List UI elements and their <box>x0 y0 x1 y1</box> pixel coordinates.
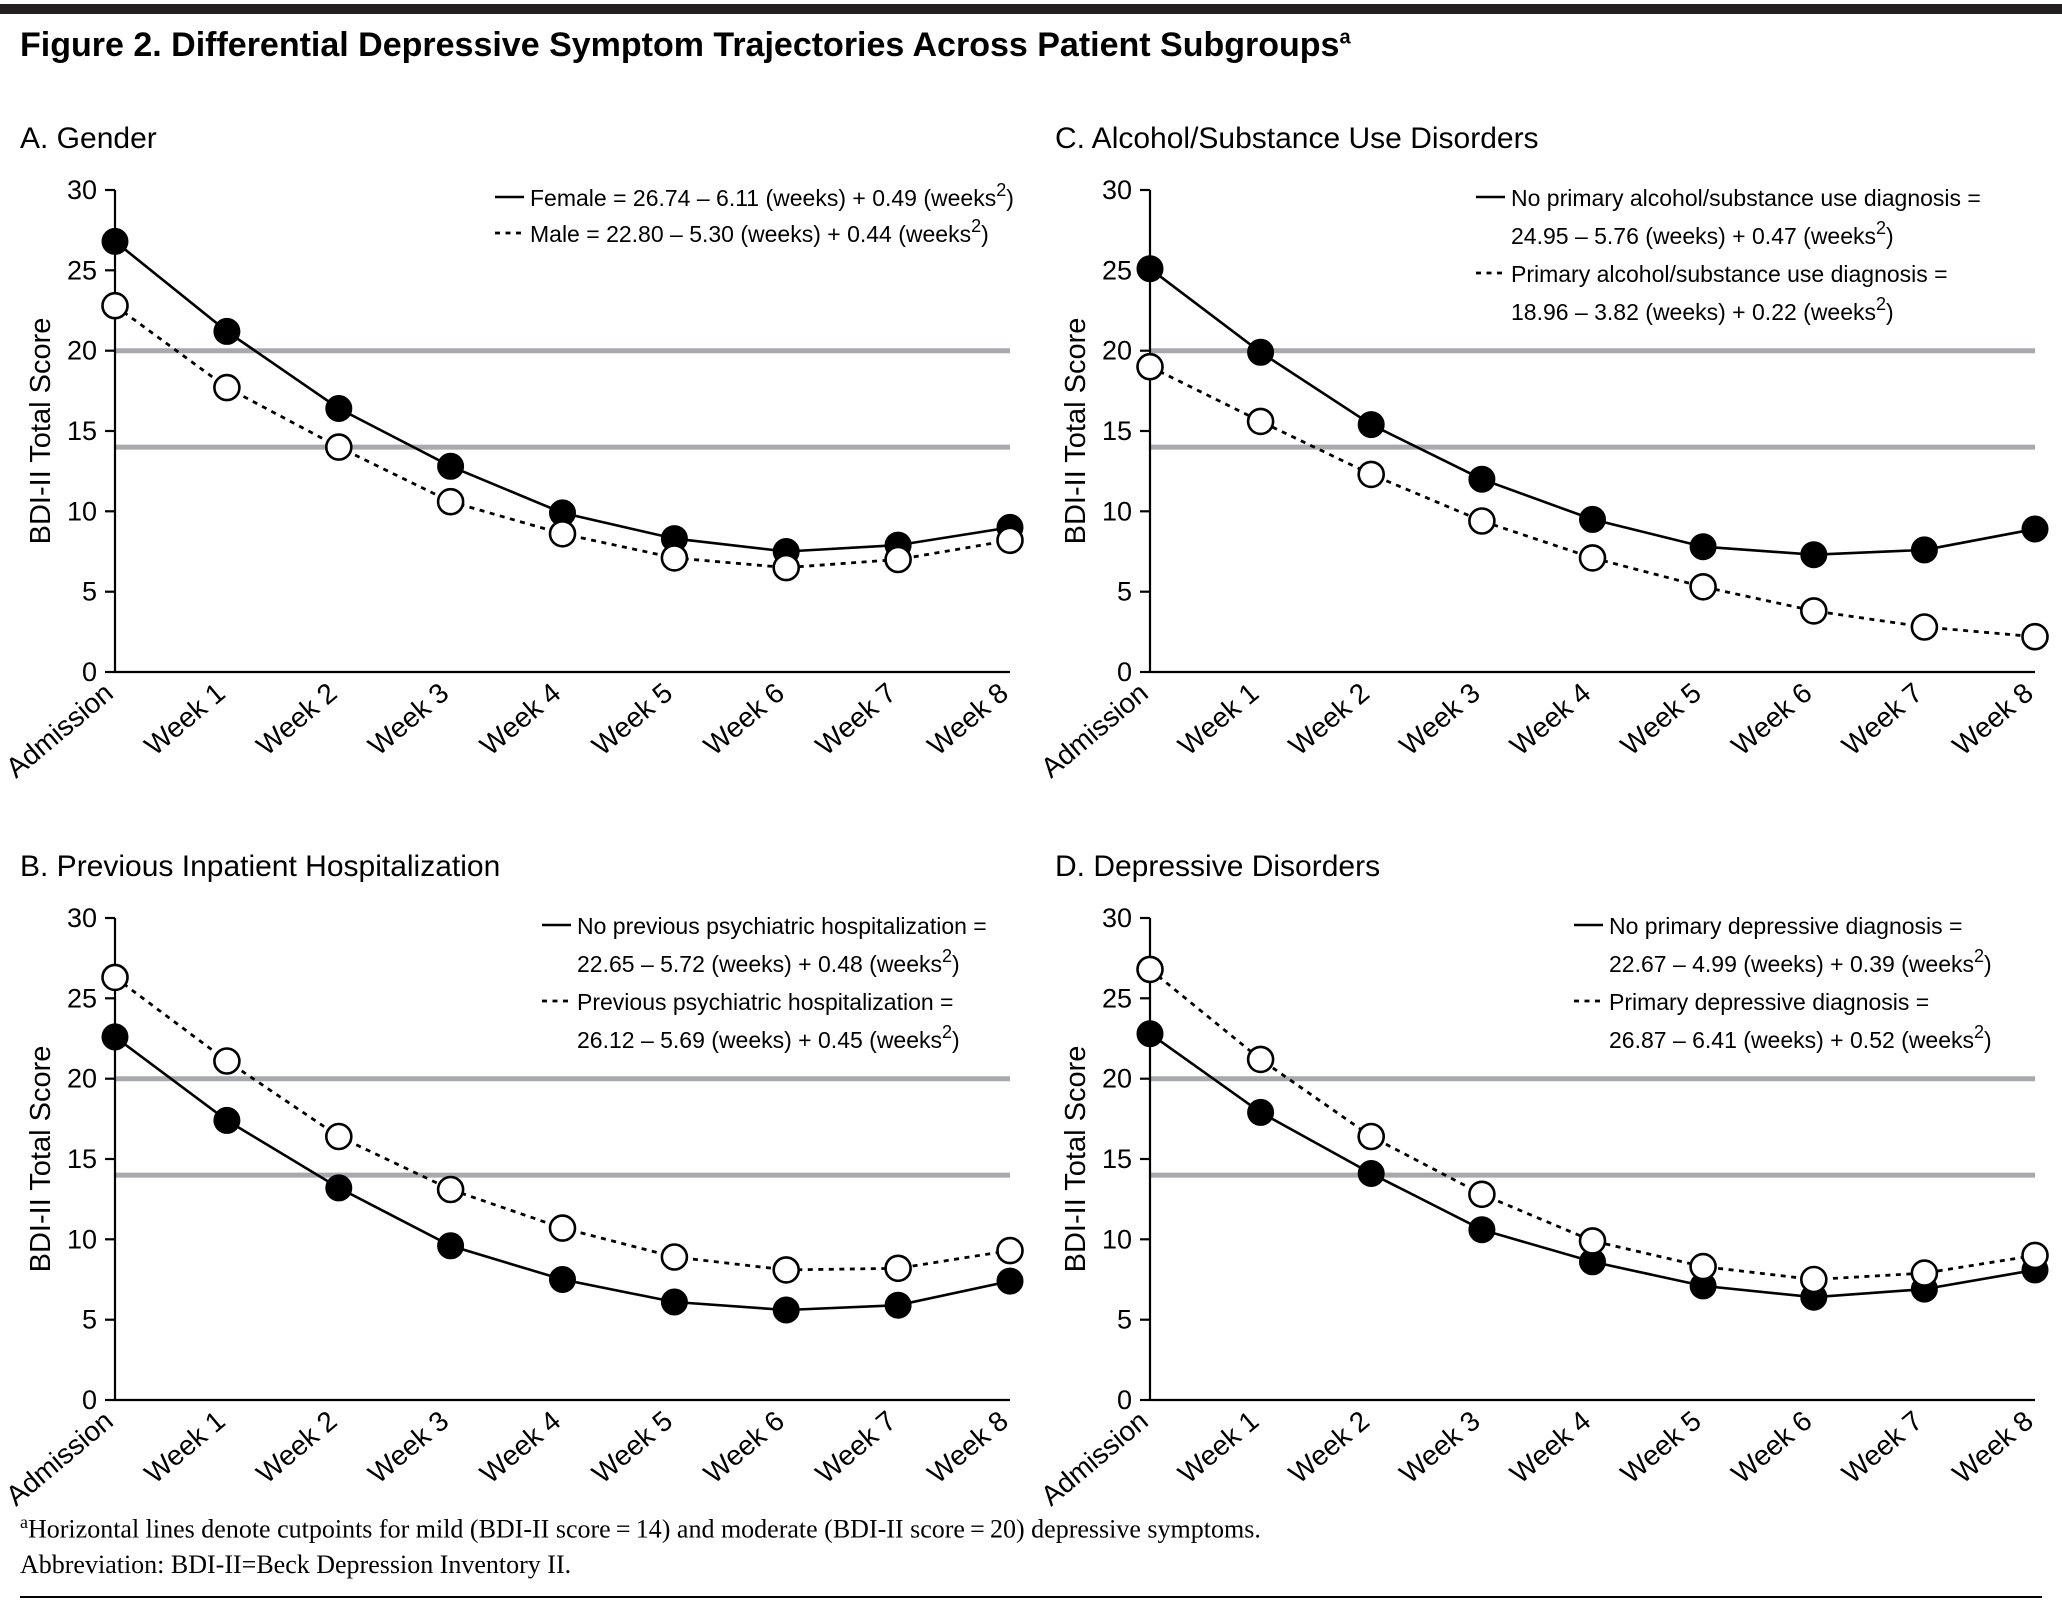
svg-text:Week 2: Week 2 <box>1283 677 1375 761</box>
svg-text:Week 7: Week 7 <box>1836 677 1928 761</box>
svg-text:Previous psychiatric hospitali: Previous psychiatric hospitalization = <box>577 989 954 1015</box>
svg-text:5: 5 <box>1117 577 1132 607</box>
svg-text:10: 10 <box>1102 1224 1132 1254</box>
svg-text:Week 3: Week 3 <box>1393 1405 1485 1489</box>
svg-text:Week 6: Week 6 <box>1725 677 1817 761</box>
svg-text:Week 1: Week 1 <box>138 677 230 761</box>
svg-text:10: 10 <box>67 496 97 526</box>
svg-text:10: 10 <box>67 1224 97 1254</box>
svg-text:Week 5: Week 5 <box>586 677 678 761</box>
svg-text:BDI-II Total Score: BDI-II Total Score <box>1060 318 1092 545</box>
svg-text:30: 30 <box>67 903 97 933</box>
svg-text:10: 10 <box>1102 496 1132 526</box>
svg-text:Admission: Admission <box>0 1405 119 1512</box>
svg-text:Week 5: Week 5 <box>1615 1405 1707 1489</box>
svg-text:25: 25 <box>67 255 97 285</box>
svg-text:Week 8: Week 8 <box>922 677 1014 761</box>
svg-text:18.96 – 3.82 (weeks) + 0.22 (w: 18.96 – 3.82 (weeks) + 0.22 (weeks2) <box>1511 294 1894 325</box>
svg-text:BDI-II Total Score: BDI-II Total Score <box>1060 1046 1092 1273</box>
svg-text:Week 3: Week 3 <box>362 677 454 761</box>
svg-text:Week 2: Week 2 <box>250 1405 342 1489</box>
svg-text:Week 4: Week 4 <box>1504 1405 1596 1489</box>
svg-text:20: 20 <box>1102 1064 1132 1094</box>
svg-text:5: 5 <box>1117 1305 1132 1335</box>
svg-text:26.87 – 6.41 (weeks) + 0.52 (w: 26.87 – 6.41 (weeks) + 0.52 (weeks2) <box>1609 1022 1992 1053</box>
svg-text:No previous psychiatric hospit: No previous psychiatric hospitalization … <box>577 913 987 939</box>
svg-text:Admission: Admission <box>1035 1405 1154 1512</box>
svg-text:20: 20 <box>67 1064 97 1094</box>
svg-text:No primary alcohol/substance u: No primary alcohol/substance use diagnos… <box>1511 185 1981 211</box>
svg-text:Admission: Admission <box>1035 677 1154 784</box>
svg-text:20: 20 <box>1102 336 1132 366</box>
svg-text:BDI-II Total Score: BDI-II Total Score <box>25 1046 57 1273</box>
svg-text:Week 1: Week 1 <box>138 1405 230 1489</box>
svg-text:Week 1: Week 1 <box>1172 1405 1264 1489</box>
svg-text:Week 4: Week 4 <box>474 1405 566 1489</box>
svg-text:Primary alcohol/substance use: Primary alcohol/substance use diagnosis … <box>1511 261 1948 287</box>
svg-text:15: 15 <box>1102 416 1132 446</box>
svg-text:Week 8: Week 8 <box>922 1405 1014 1489</box>
svg-text:Week 6: Week 6 <box>1725 1405 1817 1489</box>
svg-text:20: 20 <box>67 336 97 366</box>
svg-text:Week 4: Week 4 <box>1504 677 1596 761</box>
svg-text:15: 15 <box>1102 1144 1132 1174</box>
svg-text:Week 5: Week 5 <box>1615 677 1707 761</box>
svg-text:Week 7: Week 7 <box>810 1405 902 1489</box>
svg-text:15: 15 <box>67 416 97 446</box>
svg-text:15: 15 <box>67 1144 97 1174</box>
svg-text:BDI-II Total Score: BDI-II Total Score <box>25 318 57 545</box>
svg-text:Week 6: Week 6 <box>698 677 790 761</box>
svg-text:24.95 – 5.76 (weeks) + 0.47 (w: 24.95 – 5.76 (weeks) + 0.47 (weeks2) <box>1511 218 1894 249</box>
svg-text:Week 1: Week 1 <box>1172 677 1264 761</box>
svg-text:Primary depressive diagnosis =: Primary depressive diagnosis = <box>1609 989 1929 1015</box>
svg-text:Week 8: Week 8 <box>1947 677 2039 761</box>
svg-text:30: 30 <box>1102 903 1132 933</box>
svg-text:30: 30 <box>1102 175 1132 205</box>
svg-text:Week 6: Week 6 <box>698 1405 790 1489</box>
svg-text:Week 4: Week 4 <box>474 677 566 761</box>
svg-text:Week 2: Week 2 <box>250 677 342 761</box>
svg-text:25: 25 <box>67 983 97 1013</box>
svg-text:Week 8: Week 8 <box>1947 1405 2039 1489</box>
svg-text:5: 5 <box>82 1305 97 1335</box>
svg-text:Week 3: Week 3 <box>362 1405 454 1489</box>
svg-text:26.12 – 5.69 (weeks) + 0.45 (w: 26.12 – 5.69 (weeks) + 0.45 (weeks2) <box>577 1022 960 1053</box>
svg-text:Female = 26.74 – 6.11 (weeks): Female = 26.74 – 6.11 (weeks) + 0.49 (we… <box>530 180 1014 211</box>
svg-text:5: 5 <box>82 577 97 607</box>
svg-text:Week 7: Week 7 <box>810 677 902 761</box>
svg-text:22.65 – 5.72 (weeks) + 0.48 (w: 22.65 – 5.72 (weeks) + 0.48 (weeks2) <box>577 946 960 977</box>
svg-text:Week 5: Week 5 <box>586 1405 678 1489</box>
svg-text:No primary depressive diagnosi: No primary depressive diagnosis = <box>1609 913 1962 939</box>
svg-text:25: 25 <box>1102 983 1132 1013</box>
svg-text:Male = 22.80 – 5.30 (weeks) +: Male = 22.80 – 5.30 (weeks) + 0.44 (week… <box>530 216 989 247</box>
svg-text:22.67 – 4.99 (weeks) + 0.39 (w: 22.67 – 4.99 (weeks) + 0.39 (weeks2) <box>1609 946 1992 977</box>
svg-text:25: 25 <box>1102 255 1132 285</box>
svg-text:Admission: Admission <box>0 677 119 784</box>
svg-text:Week 2: Week 2 <box>1283 1405 1375 1489</box>
svg-text:Week 3: Week 3 <box>1393 677 1485 761</box>
svg-text:30: 30 <box>67 175 97 205</box>
svg-text:Week 7: Week 7 <box>1836 1405 1928 1489</box>
